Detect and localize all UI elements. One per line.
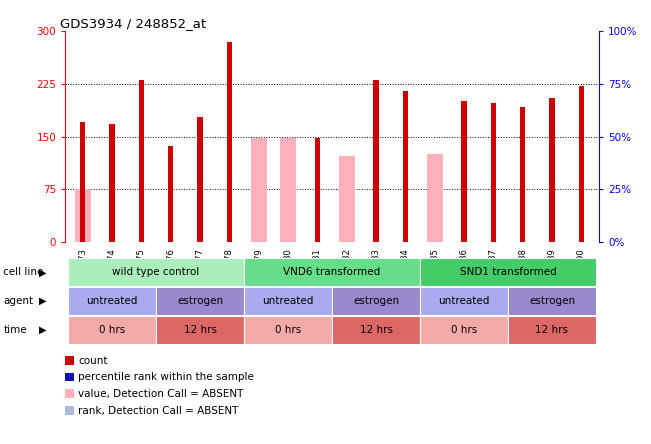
Text: cell line: cell line (3, 267, 44, 278)
Text: estrogen: estrogen (529, 296, 575, 306)
Bar (374, 79, 379, 242)
Text: 12 hrs: 12 hrs (184, 325, 217, 335)
Text: 0 hrs: 0 hrs (451, 325, 477, 335)
Bar (251, 138, 267, 242)
Bar (75, 189, 90, 242)
Bar (109, 124, 115, 242)
Bar (426, 154, 443, 242)
Text: estrogen: estrogen (177, 296, 223, 306)
Text: GDS3934 / 248852_at: GDS3934 / 248852_at (60, 17, 206, 30)
Text: value, Detection Call = ABSENT: value, Detection Call = ABSENT (78, 389, 243, 399)
Bar (403, 91, 408, 242)
Text: untreated: untreated (438, 296, 490, 306)
Text: agent: agent (3, 296, 33, 306)
Text: untreated: untreated (87, 296, 138, 306)
Bar (314, 138, 320, 242)
Bar (197, 117, 202, 242)
Text: percentile rank within the sample: percentile rank within the sample (78, 373, 254, 382)
Bar (579, 86, 584, 242)
Bar (339, 156, 355, 242)
Text: wild type control: wild type control (113, 267, 200, 278)
Bar (520, 107, 525, 242)
Bar (139, 80, 144, 242)
Text: SND1 transformed: SND1 transformed (460, 267, 557, 278)
Bar (491, 103, 496, 242)
Bar (280, 138, 296, 242)
Bar (80, 123, 85, 242)
Text: 0 hrs: 0 hrs (99, 325, 125, 335)
Bar (227, 42, 232, 242)
Text: time: time (3, 325, 27, 335)
Text: untreated: untreated (262, 296, 314, 306)
Text: count: count (78, 356, 107, 365)
Bar (549, 98, 555, 242)
Text: 12 hrs: 12 hrs (536, 325, 568, 335)
Text: ▶: ▶ (39, 325, 47, 335)
Text: 0 hrs: 0 hrs (275, 325, 301, 335)
Text: VND6 transformed: VND6 transformed (283, 267, 381, 278)
Text: ▶: ▶ (39, 267, 47, 278)
Bar (168, 146, 173, 242)
Bar (462, 101, 467, 242)
Text: 12 hrs: 12 hrs (359, 325, 393, 335)
Text: estrogen: estrogen (353, 296, 399, 306)
Text: ▶: ▶ (39, 296, 47, 306)
Text: rank, Detection Call = ABSENT: rank, Detection Call = ABSENT (78, 406, 238, 416)
